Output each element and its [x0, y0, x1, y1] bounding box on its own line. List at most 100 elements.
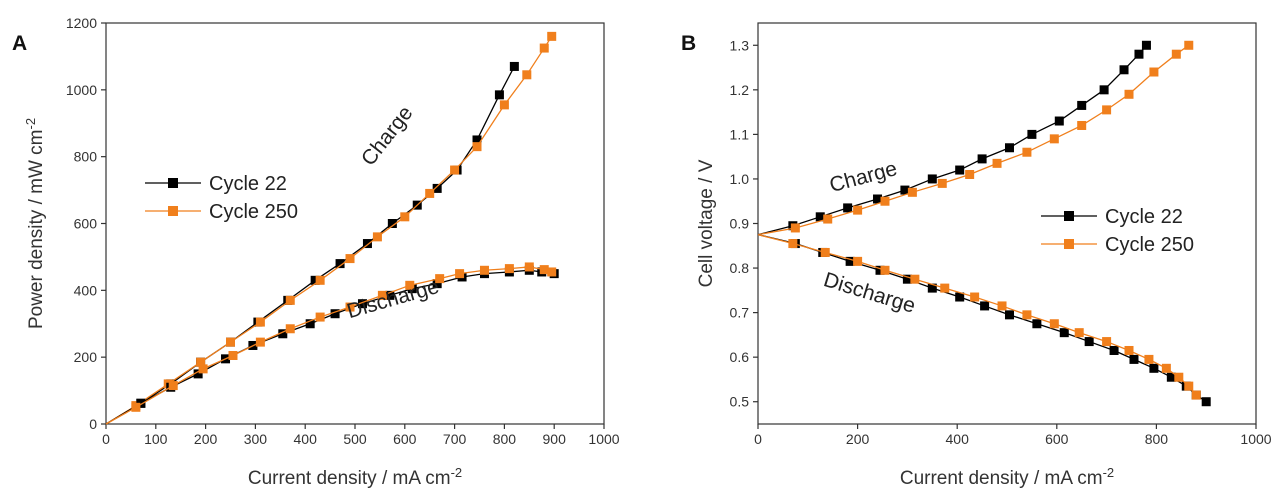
cycle-250-discharge-point: [1049, 319, 1059, 329]
cycle-250-charge-point: [965, 169, 975, 179]
x-tick-label: 1000: [588, 431, 619, 447]
x-tick-label: 400: [946, 431, 970, 447]
x-tick-label: 400: [294, 431, 318, 447]
cycle-22-charge-point: [1099, 85, 1109, 95]
cycle-250-discharge-point: [1144, 354, 1154, 364]
x-tick-label: 200: [194, 431, 218, 447]
discharge-annotation: Discharge: [344, 275, 441, 323]
y-tick-label: 1.3: [730, 37, 750, 53]
panel-a: A 0 100 200 300 400 500 600 700 800 900 1000 0 200 400…: [12, 15, 620, 489]
cycle-22-discharge-point: [1032, 319, 1042, 329]
cycle-22-discharge-point: [278, 329, 288, 339]
cycle-250-discharge-point: [1124, 345, 1134, 355]
cycle-22-charge-point: [1054, 116, 1064, 126]
x-tick-label: 0: [102, 431, 110, 447]
y-tick-label: 1.0: [730, 171, 750, 187]
cycle-250-discharge-point: [479, 265, 489, 275]
y-tick-label: 1.2: [730, 82, 750, 98]
cycle-250-discharge-point: [970, 292, 980, 302]
cycle-250-discharge-point: [198, 364, 208, 374]
cycle-22-charge-line: [105, 66, 515, 425]
cycle-250-discharge-point: [131, 402, 141, 412]
cycle-22-charge-point: [873, 194, 883, 204]
legend-label: Cycle 250: [1105, 234, 1194, 256]
x-tick-label: 800: [1145, 431, 1169, 447]
x-axis-title: Current density / mA cm-2: [248, 465, 462, 489]
cycle-22-discharge-point: [927, 283, 937, 293]
cycle-250-charge-point: [880, 196, 890, 206]
cycle-250-discharge-point: [880, 265, 890, 275]
cycle-250-discharge-point: [1174, 372, 1184, 382]
cycle-250-discharge-point: [539, 265, 549, 275]
cycle-22-discharge-line: [105, 269, 555, 425]
cycle-22-charge-point: [509, 61, 519, 71]
cycle-250-charge-point: [1022, 147, 1032, 157]
cycle-250-charge-point: [499, 100, 509, 110]
x-tick-label: 200: [846, 431, 870, 447]
cycle-250-charge-point: [285, 295, 295, 305]
y-tick-label: 800: [74, 149, 98, 165]
cycle-250-charge-point: [196, 357, 206, 367]
cycle-22-charge-point: [843, 203, 853, 213]
legend-marker: [168, 206, 178, 216]
cycle-22-discharge-point: [1059, 328, 1069, 338]
cycle-22-discharge-point: [330, 309, 340, 319]
charge-annotation: Charge: [827, 157, 899, 197]
cycle-250-discharge-point: [820, 247, 830, 257]
cycle-22-discharge-line: [757, 234, 1207, 403]
y-tick-label: 200: [74, 349, 98, 365]
cycle-22-charge-line: [757, 44, 1147, 236]
legend-marker: [168, 178, 178, 188]
cycle-22-discharge-point: [845, 256, 855, 266]
x-tick-label: 0: [754, 431, 762, 447]
cycle-22-charge-point: [1119, 65, 1129, 75]
cycle-22-charge-point: [310, 275, 320, 285]
cycle-250-charge-point: [992, 158, 1002, 168]
cycle-250-discharge-point: [788, 239, 798, 249]
cycle-22-discharge-point: [136, 398, 146, 408]
y-tick-label: 1.1: [730, 126, 750, 142]
y-tick-label: 400: [74, 282, 98, 298]
cycle-22-discharge-point: [1166, 372, 1176, 382]
cycle-250-discharge-line: [757, 234, 1197, 396]
cycle-22-discharge-point: [902, 274, 912, 284]
legend-label: Cycle 22: [1105, 206, 1183, 228]
x-tick-label: 600: [1045, 431, 1069, 447]
cycle-250-discharge-point: [435, 274, 445, 284]
cycle-22-discharge-point: [955, 292, 965, 302]
y-tick-label: 600: [74, 216, 98, 232]
cycle-250-discharge-point: [345, 302, 355, 312]
charge-annotation: Charge: [357, 102, 418, 170]
cycle-22-charge-point: [955, 165, 965, 175]
cycle-250-charge-point: [1124, 89, 1134, 99]
legend-label: Cycle 250: [209, 201, 298, 223]
x-axis-title-superscript: -2: [1103, 465, 1115, 480]
y-tick-label: 0.8: [730, 260, 750, 276]
cycle-250-discharge-point: [1191, 390, 1201, 400]
legend-marker: [1064, 211, 1074, 221]
panel-letter: A: [12, 32, 27, 55]
x-tick-label: 100: [144, 431, 168, 447]
cycle-250-charge-point: [372, 232, 382, 242]
cycle-250-discharge-point: [1184, 381, 1194, 391]
cycle-250-discharge-point: [940, 283, 950, 293]
cycle-22-charge-point: [977, 154, 987, 164]
cycle-250-discharge-point: [1102, 337, 1112, 347]
cycle-22-discharge-point: [1084, 337, 1094, 347]
cycle-22-discharge-point: [385, 290, 395, 300]
legend: Cycle 22 Cycle 250: [145, 173, 298, 223]
cycle-250-discharge-point: [524, 262, 534, 272]
cycle-22-discharge-point: [432, 279, 442, 289]
x-tick-label: 900: [543, 431, 567, 447]
cycle-250-charge-point: [907, 187, 917, 197]
cycle-250-discharge-point: [1022, 310, 1032, 320]
cycle-22-charge-point: [1027, 129, 1037, 139]
cycle-22-charge-point: [472, 135, 482, 145]
cycle-250-discharge-point: [504, 264, 514, 274]
cycle-250-discharge-point: [377, 290, 387, 300]
cycle-22-discharge-point: [193, 369, 203, 379]
cycle-22-charge-point: [1077, 100, 1087, 110]
x-tick-label: 500: [343, 431, 367, 447]
x-tick-label: 1000: [1240, 431, 1271, 447]
cycle-22-discharge-point: [1004, 310, 1014, 320]
